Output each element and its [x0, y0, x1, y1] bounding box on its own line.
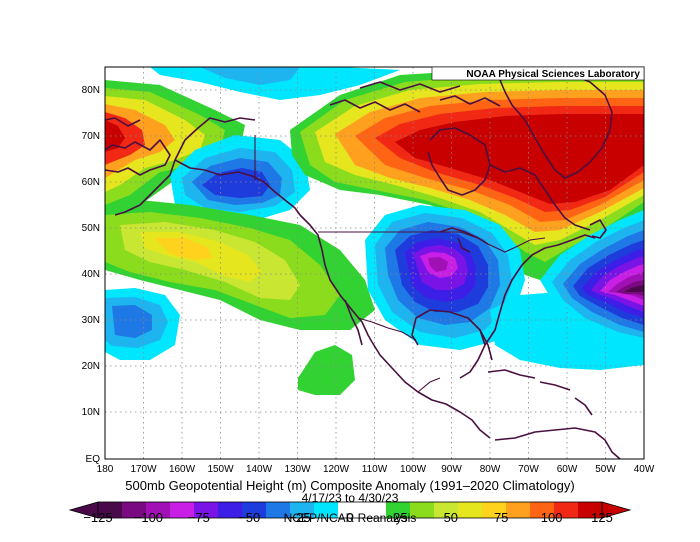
lat-label: 60N	[82, 177, 100, 188]
colorbar-swatch	[362, 502, 387, 518]
lon-label: 120W	[323, 464, 350, 475]
credit-box	[431, 66, 645, 81]
positive-anomaly-mexico-pacific	[298, 345, 355, 395]
colorbar-swatch	[122, 502, 147, 518]
colorbar-swatch	[530, 502, 555, 518]
political-borders	[254, 135, 546, 393]
colorbar-swatch	[170, 502, 195, 518]
lon-label: 110W	[362, 464, 388, 475]
colorbar-swatch	[458, 502, 483, 518]
lat-label: 50N	[82, 223, 100, 234]
colorbar	[68, 501, 632, 519]
lat-label: 80N	[82, 85, 100, 96]
colorbar-label: 100	[541, 510, 563, 525]
lon-label: 180	[97, 464, 114, 475]
colorbar-swatch	[146, 502, 171, 518]
lon-label: 140W	[246, 464, 273, 475]
data-source: NCEP/NCAR Reanalysis	[283, 511, 417, 525]
lon-label: 70W	[518, 464, 539, 475]
lon-label: 160W	[169, 464, 196, 475]
lon-label: 170W	[130, 464, 157, 475]
coastlines	[105, 71, 621, 459]
lat-label: 40N	[82, 269, 100, 280]
date-range: 4/17/23 to 4/30/23	[301, 491, 399, 505]
colorbar-swatch	[482, 502, 507, 518]
colorbar-swatch	[314, 502, 339, 518]
colorbar-swatch	[434, 502, 459, 518]
lat-label: 70N	[82, 131, 100, 142]
lon-label: 80W	[480, 464, 501, 475]
lon-label: 90W	[441, 464, 462, 475]
colorbar-swatch	[506, 502, 531, 518]
longitude-labels: 180 170W 160W 150W 140W 130W 120W 110W 1…	[97, 464, 655, 475]
negative-anomaly-arctic	[150, 67, 400, 100]
map-title: 500mb Geopotential Height (m) Composite …	[125, 478, 575, 493]
colorbar-swatch	[386, 502, 411, 518]
colorbar-label: 75	[494, 510, 508, 525]
colorbar-swatch	[242, 502, 267, 518]
colorbar-label: −100	[134, 510, 163, 525]
colorbar-swatch	[218, 502, 243, 518]
colorbar-swatch	[290, 502, 315, 518]
colorbar-swatch	[578, 502, 603, 518]
colorbar-label: 0	[346, 510, 353, 525]
lat-label: 10N	[82, 407, 100, 418]
lon-label: 150W	[207, 464, 234, 475]
anomaly-contours	[105, 67, 644, 459]
colorbar-swatch	[98, 502, 123, 518]
lon-label: 100W	[400, 464, 427, 475]
latitude-labels: 80N 70N 60N 50N 40N 30N 20N 10N EQ	[82, 85, 101, 465]
colorbar-label: −75	[188, 510, 210, 525]
credit-text: NOAA Physical Sciences Laboratory	[466, 69, 640, 80]
colorbar-border	[97, 501, 603, 519]
plot-border	[104, 66, 645, 460]
lat-label: 30N	[82, 315, 100, 326]
colorbar-swatch	[554, 502, 579, 518]
colorbar-swatch	[266, 502, 291, 518]
lon-label: 40W	[634, 464, 655, 475]
colorbar-label: 25	[393, 510, 407, 525]
colorbar-label: −50	[238, 510, 260, 525]
colorbar-label: −125	[83, 510, 112, 525]
colorbar-label: 50	[444, 510, 458, 525]
colorbar-swatch	[194, 502, 219, 518]
colorbar-labels: −125 −100 −75 −50 −25 0 25 50 75 100 125	[83, 510, 613, 525]
colorbar-swatch	[338, 502, 363, 518]
lon-label: 60W	[557, 464, 578, 475]
lat-label: EQ	[86, 454, 101, 465]
lon-label: 50W	[595, 464, 616, 475]
lon-label: 130W	[284, 464, 311, 475]
colorbar-label: 125	[591, 510, 613, 525]
colorbar-label: −25	[289, 510, 311, 525]
gridlines	[105, 67, 644, 459]
colorbar-swatch	[410, 502, 435, 518]
lat-label: 20N	[82, 361, 100, 372]
